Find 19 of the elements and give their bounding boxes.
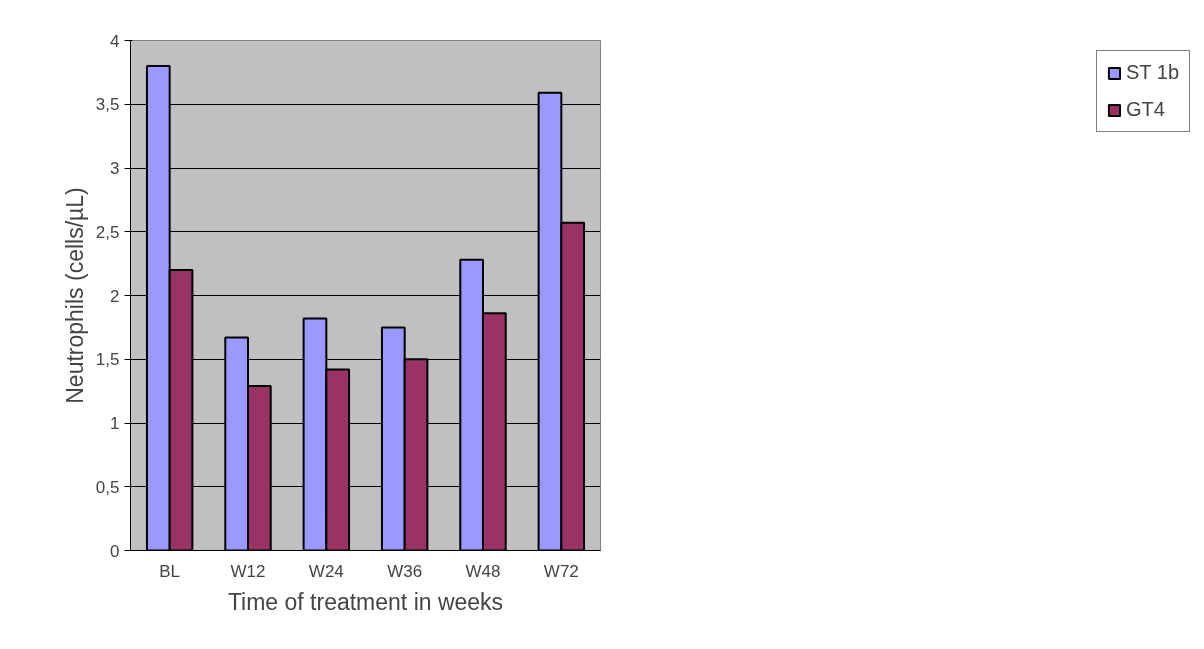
legend-label: ST 1b: [1126, 61, 1179, 84]
y-tick-label: 1,5: [95, 350, 120, 370]
x-axis-title: Time of treatment in weeks: [227, 588, 504, 615]
y-tick-label: 0: [110, 541, 120, 561]
x-tick-label: W12: [230, 561, 266, 581]
legend-label: GT4: [1126, 98, 1165, 121]
y-tick-label: 3: [110, 159, 120, 178]
x-tick-label: W24: [308, 561, 344, 581]
x-tick-label: W72: [543, 561, 579, 581]
y-tick-label: 2,5: [95, 222, 120, 242]
y-tick-label: 2: [110, 286, 120, 306]
y-tick-label: 3,5: [95, 95, 120, 115]
y-tick-label: 4: [110, 31, 120, 51]
x-tick-label: W48: [465, 561, 501, 581]
x-tick-label: BL: [159, 561, 181, 581]
y-axis-title: Neutrophils (cells/µL): [61, 187, 88, 404]
y-tick-label: 0,5: [95, 477, 120, 497]
x-tick-label: W36: [387, 561, 423, 581]
y-tick-label: 1: [110, 414, 120, 433]
